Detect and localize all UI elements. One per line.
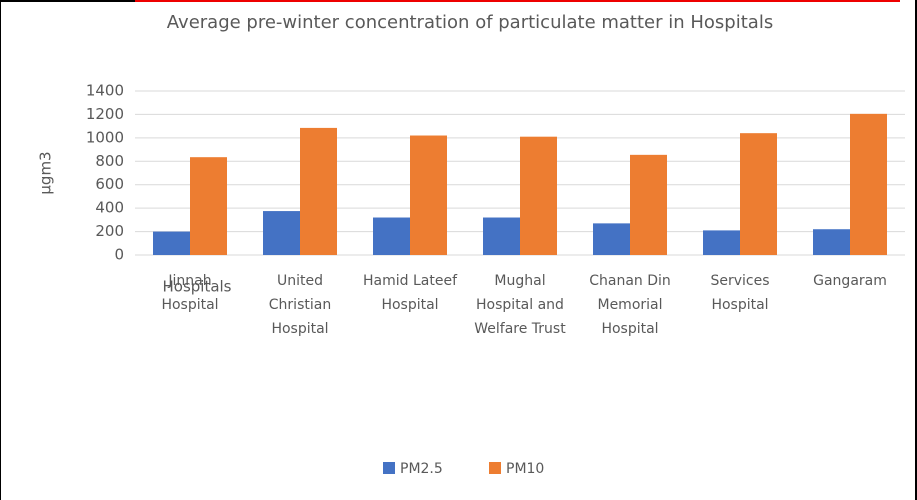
bar [190, 157, 227, 255]
x-tick-label: Hamid Lateef Hospital [363, 273, 457, 313]
bar [850, 113, 887, 255]
y-tick-label: 600 [95, 175, 124, 193]
legend-label: PM2.5 [400, 461, 443, 477]
bar [300, 127, 337, 255]
x-tick-label: Services Hospital [710, 273, 770, 313]
y-tick-label: 1200 [86, 105, 124, 123]
bar [520, 136, 557, 255]
y-tick-label: 800 [95, 152, 124, 170]
x-tick-label: Mughal Hospital and Welfare Trust [474, 273, 566, 337]
x-tick-label: Gangaram [813, 273, 887, 289]
bar [593, 223, 630, 255]
x-tick-label: Jinnah Hospital [161, 273, 219, 313]
bar [263, 211, 300, 255]
bar [630, 154, 667, 255]
bar [703, 230, 740, 255]
y-tick-label: 0 [114, 246, 124, 264]
x-axis-label: Hospitals [162, 278, 231, 296]
legend-swatch [383, 462, 395, 474]
bar [373, 217, 410, 255]
legend-swatch [489, 462, 501, 474]
y-tick-label: 1000 [86, 128, 124, 146]
y-axis-label: µgm3 [37, 151, 55, 194]
bar [740, 133, 777, 255]
bar [813, 229, 850, 255]
y-tick-label: 1400 [86, 82, 124, 100]
x-tick-label: Chanan Din Memorial Hospital [589, 273, 671, 337]
legend-label: PM10 [506, 461, 544, 477]
chart-title: Average pre-winter concentration of part… [166, 12, 774, 33]
bar [483, 217, 520, 255]
y-tick-label: 200 [95, 222, 124, 240]
x-tick-label: United Christian Hospital [268, 273, 332, 337]
y-tick-label: 400 [95, 199, 124, 217]
bar [410, 135, 447, 255]
bar [153, 231, 190, 255]
